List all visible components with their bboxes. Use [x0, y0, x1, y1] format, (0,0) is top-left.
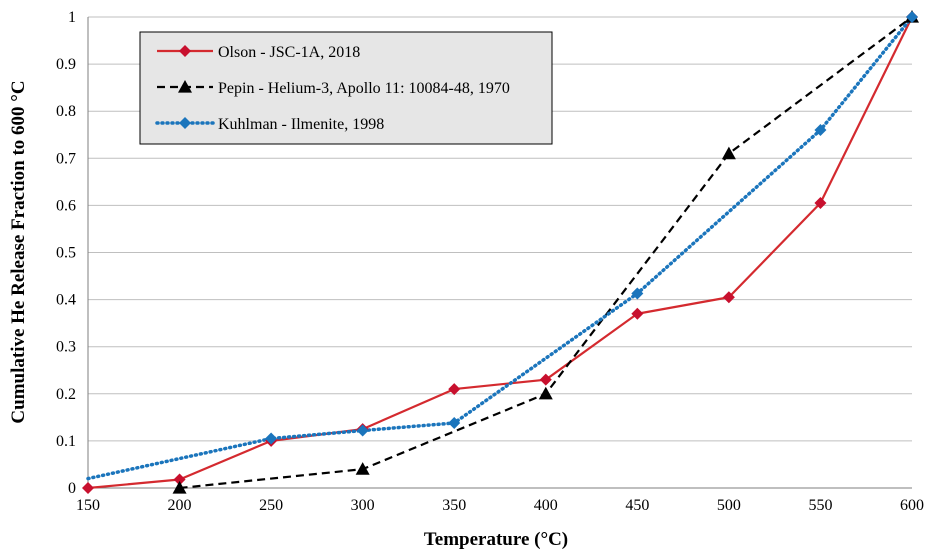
x-tick-label: 350	[442, 497, 466, 514]
data-point-2	[538, 386, 553, 400]
legend-marker-2	[178, 80, 192, 93]
data-point-2	[172, 481, 187, 494]
x-tick-label: 150	[76, 497, 100, 514]
legend-marker-3	[179, 117, 191, 129]
data-point-3	[906, 11, 918, 23]
series-line-1	[87, 16, 913, 490]
legend-label-3: Kuhlman - Ilmenite, 1998	[218, 116, 384, 133]
x-axis-title: Temperature (°C)	[424, 529, 568, 550]
data-point-3	[631, 287, 644, 300]
data-point-3	[814, 124, 827, 137]
x-tick-label: 600	[900, 497, 924, 514]
data-point-1	[722, 291, 735, 304]
x-tick-label: 550	[808, 497, 832, 514]
data-point-1	[448, 383, 461, 396]
x-tick-label: 200	[168, 497, 192, 514]
data-point-1	[173, 473, 186, 486]
y-axis-title: Cumulative He Release Fraction to 600 °C	[8, 80, 29, 423]
y-tick-label: 0.7	[56, 150, 76, 167]
data-point-2	[355, 462, 370, 475]
y-tick-label: 1	[68, 9, 76, 26]
legend-marker-1	[179, 45, 191, 57]
marker-group	[82, 10, 919, 494]
tick-labels: 0 0.1 0.2 0.3 0.4 0.5 0.6 0.7 0.8 0.9 1 150 200 250 30…	[56, 9, 924, 514]
y-tick-label: 0.8	[56, 103, 76, 120]
data-point-2	[721, 146, 736, 160]
x-tick-label: 400	[534, 497, 558, 514]
y-tick-label: 0.5	[56, 245, 76, 262]
y-tick-label: 0.4	[56, 292, 76, 309]
y-tick-label: 0.1	[56, 433, 76, 450]
legend-items: Olson - JSC-1A, 2018 Pepin - Helium-3, Ap…	[155, 44, 510, 133]
y-tick-label: 0.6	[56, 197, 76, 214]
data-point-1	[814, 197, 827, 210]
legend-label-1: Olson - JSC-1A, 2018	[218, 44, 360, 61]
axes	[87, 17, 912, 489]
x-tick-label: 450	[625, 497, 649, 514]
data-point-3	[448, 417, 461, 430]
data-point-1	[631, 307, 644, 320]
x-tick-label: 250	[259, 497, 283, 514]
x-tick-label: 300	[351, 497, 375, 514]
legend: Olson - JSC-1A, 2018 Pepin - Helium-3, Ap…	[139, 31, 553, 145]
data-point-1	[539, 373, 552, 386]
data-point-1	[82, 482, 94, 494]
legend-label-2: Pepin - Helium-3, Apollo 11: 10084-48, 1…	[218, 80, 510, 97]
x-tick-label: 500	[717, 497, 741, 514]
y-tick-label: 0.9	[56, 56, 76, 73]
data-point-3	[265, 432, 278, 445]
y-tick-label: 0.2	[56, 386, 76, 403]
y-tick-label: 0.3	[56, 339, 76, 356]
data-point-3	[356, 424, 369, 437]
y-tick-label: 0	[68, 480, 76, 497]
